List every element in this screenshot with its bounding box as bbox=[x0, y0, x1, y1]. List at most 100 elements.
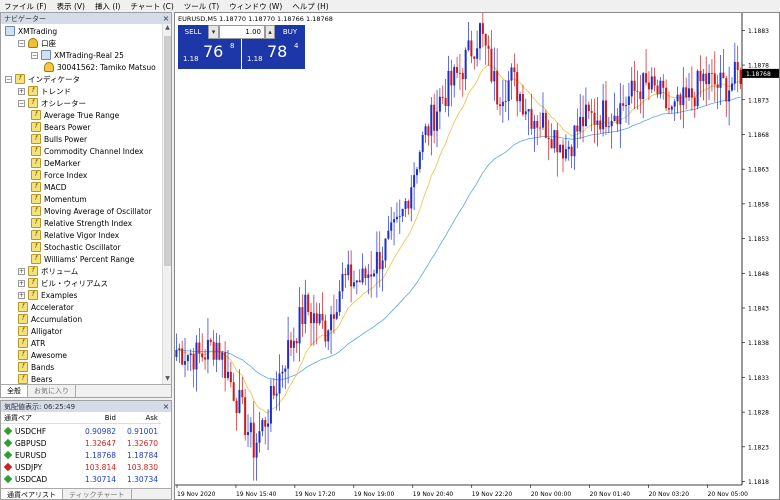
candle-body bbox=[705, 73, 708, 85]
column-symbol[interactable]: 通貨ペア bbox=[4, 413, 32, 422]
candle-body bbox=[579, 116, 582, 132]
expand-icon[interactable]: + bbox=[18, 267, 25, 275]
indicator-folder-icon: f bbox=[28, 278, 38, 288]
tree-item[interactable]: − f オシレーター bbox=[18, 97, 86, 109]
tree-item[interactable]: f Bears Power bbox=[31, 121, 90, 133]
tree-item[interactable]: f Bears bbox=[18, 373, 52, 384]
scroll-up-icon[interactable]: ▲ bbox=[165, 24, 170, 31]
price-chart[interactable]: 1.18831.18781.18731.18681.18631.18581.18… bbox=[175, 13, 780, 500]
tree-item[interactable]: f Commodity Channel Index bbox=[31, 145, 143, 157]
collapse-icon[interactable]: − bbox=[5, 75, 12, 83]
tree-item[interactable]: − f インディケータ bbox=[5, 73, 80, 85]
market-watch-row[interactable]: GBPUSD 1.32647 1.32670 bbox=[1, 437, 161, 449]
tree-item[interactable]: + f ボリューム bbox=[18, 265, 78, 277]
candle-body bbox=[404, 200, 407, 209]
tree-item[interactable]: f Momentum bbox=[31, 193, 87, 205]
tree-item[interactable]: f Relative Vigor Index bbox=[31, 229, 119, 241]
buy-button[interactable]: BUY bbox=[275, 25, 305, 39]
indicator-icon: f bbox=[18, 338, 28, 348]
expand-icon[interactable]: + bbox=[18, 279, 25, 287]
close-icon[interactable]: × bbox=[162, 14, 170, 23]
tree-item[interactable]: − XMTrading-Real 25 bbox=[31, 49, 124, 61]
close-icon[interactable]: × bbox=[162, 402, 170, 411]
candle-body bbox=[510, 67, 513, 81]
tree-item[interactable]: f Moving Average of Oscillator bbox=[31, 205, 152, 217]
volume-up-icon[interactable]: ▴ bbox=[265, 25, 275, 39]
tree-item[interactable]: f Alligator bbox=[18, 325, 62, 337]
direction-icon bbox=[3, 462, 13, 472]
menu-file[interactable]: ファイル (F) bbox=[4, 1, 47, 11]
navigator-scrollbar[interactable]: ▲ ▼ bbox=[162, 24, 171, 384]
candle-body bbox=[318, 313, 321, 324]
tab-general[interactable]: 全般 bbox=[1, 385, 28, 397]
market-watch-row[interactable]: USDJPY 103.814 103.830 bbox=[1, 461, 161, 473]
candle-body bbox=[447, 70, 450, 107]
tree-item[interactable]: + f ビル・ウィリアムス bbox=[18, 277, 108, 289]
market-watch-row[interactable]: EURUSD 1.18768 1.18784 bbox=[1, 449, 161, 461]
tree-item[interactable]: f ATR bbox=[18, 337, 45, 349]
chart-window[interactable]: 1.1883 1.1878 1.1873 1.1868 1.1863 1.1858 1.18… bbox=[174, 12, 780, 500]
candle-body bbox=[304, 294, 307, 325]
y-tick-label: 1.1828 bbox=[748, 410, 769, 417]
expand-icon[interactable]: + bbox=[18, 291, 25, 299]
tree-item[interactable]: + f Examples bbox=[18, 289, 77, 301]
candle-body bbox=[582, 116, 585, 127]
direction-icon bbox=[3, 450, 13, 460]
tree-item[interactable]: f Accelerator bbox=[18, 301, 74, 313]
tab-favorites[interactable]: お気に入り bbox=[28, 385, 76, 397]
candle-body bbox=[553, 130, 556, 149]
menu-help[interactable]: ヘルプ (H) bbox=[292, 1, 329, 11]
menu-window[interactable]: ウィンドウ (W) bbox=[229, 1, 283, 11]
candle-body bbox=[350, 264, 353, 287]
candle-body bbox=[384, 238, 387, 261]
scrollbar-thumb[interactable] bbox=[164, 36, 171, 266]
column-bid[interactable]: Bid bbox=[104, 413, 116, 422]
menu-chart[interactable]: チャート (C) bbox=[130, 1, 174, 11]
tree-item[interactable]: 30041562: Tamiko Matsuo bbox=[44, 61, 156, 73]
candle-body bbox=[559, 144, 562, 153]
candle-body bbox=[401, 208, 404, 217]
tree-item[interactable]: f Accumulation bbox=[18, 313, 82, 325]
candle-body bbox=[685, 87, 688, 98]
column-ask[interactable]: Ask bbox=[145, 413, 159, 422]
candle-body bbox=[393, 219, 396, 223]
tab-symbols[interactable]: 通貨ペアリスト bbox=[1, 489, 63, 499]
candle-body bbox=[310, 311, 313, 324]
tree-item[interactable]: f Force Index bbox=[31, 169, 87, 181]
menu-tools[interactable]: ツール (T) bbox=[183, 1, 220, 11]
tree-item[interactable]: f Relative Strength Index bbox=[31, 217, 132, 229]
tree-item[interactable]: XMTrading bbox=[5, 25, 57, 37]
tab-tick-chart[interactable]: ティックチャート bbox=[63, 489, 132, 499]
tree-item[interactable]: f Bulls Power bbox=[31, 133, 87, 145]
menu-insert[interactable]: 挿入 (I) bbox=[94, 1, 121, 11]
symbol-name: GBPUSD bbox=[15, 438, 47, 448]
buy-price-box[interactable]: 1.18 78 4 bbox=[242, 39, 305, 69]
tree-item[interactable]: + f トレンド bbox=[18, 85, 71, 97]
expand-icon[interactable]: + bbox=[18, 87, 25, 95]
candle-body bbox=[673, 101, 676, 107]
scroll-down-icon[interactable]: ▼ bbox=[165, 375, 170, 382]
computer-icon bbox=[5, 26, 15, 36]
sell-button[interactable]: SELL bbox=[178, 25, 208, 39]
volume-input[interactable]: 1.00 bbox=[219, 25, 265, 39]
tree-item[interactable]: f Awesome bbox=[18, 349, 67, 361]
tree-item[interactable]: f Williams' Percent Range bbox=[31, 253, 134, 265]
collapse-icon[interactable]: − bbox=[18, 39, 25, 47]
candle-body bbox=[298, 307, 301, 344]
candle-body bbox=[476, 48, 479, 59]
collapse-icon[interactable]: − bbox=[31, 51, 38, 59]
menu-view[interactable]: 表示 (V) bbox=[56, 1, 85, 11]
tree-item[interactable]: − 口座 bbox=[18, 37, 56, 49]
candle-body bbox=[453, 67, 456, 86]
sell-price-box[interactable]: 1.18 76 8 bbox=[178, 39, 241, 69]
volume-dropdown-icon[interactable]: ▾ bbox=[208, 25, 219, 39]
tree-item[interactable]: f Stochastic Oscillator bbox=[31, 241, 121, 253]
tree-item[interactable]: f MACD bbox=[31, 181, 66, 193]
indicator-icon: f bbox=[18, 326, 28, 336]
tree-item[interactable]: f Bands bbox=[18, 361, 54, 373]
market-watch-row[interactable]: USDCHF 0.90982 0.91001 bbox=[1, 425, 161, 437]
market-watch-row[interactable]: USDCAD 1.30714 1.30734 bbox=[1, 473, 161, 485]
tree-item[interactable]: f Average True Range bbox=[31, 109, 119, 121]
collapse-icon[interactable]: − bbox=[18, 99, 25, 107]
tree-item[interactable]: f DeMarker bbox=[31, 157, 80, 169]
